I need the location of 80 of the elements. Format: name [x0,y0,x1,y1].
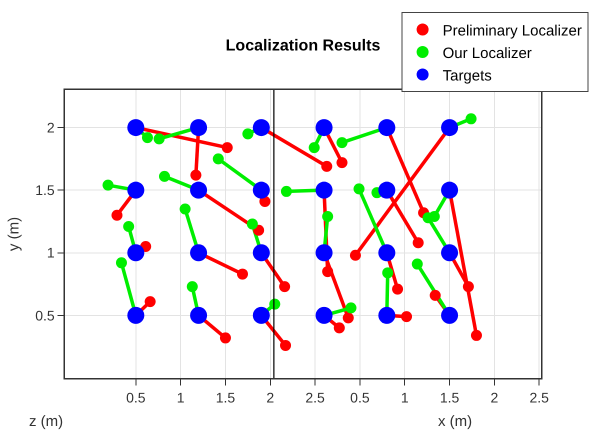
point [378,244,396,262]
point [102,180,114,191]
legend-label: Preliminary Localizer [442,22,582,40]
point [441,244,458,262]
point [401,311,412,322]
point [350,250,361,261]
point [378,119,396,136]
point [180,203,191,214]
point [127,244,144,262]
point [342,312,354,324]
y-tick-label: 1 [46,244,55,261]
point [123,220,134,232]
point [142,132,153,144]
point [190,244,208,262]
point [354,183,365,194]
point [127,306,144,324]
point [236,268,248,280]
point [462,281,474,292]
point [252,244,270,262]
x-tick-label: 1.5 [216,389,236,406]
point [111,210,122,221]
point [412,258,423,270]
point [190,182,208,199]
point [154,133,165,144]
point [392,284,404,295]
point [280,186,292,197]
point [466,113,477,124]
x-tick-label: 2 [266,389,274,406]
point [127,182,144,199]
point [116,257,127,268]
point [322,266,334,278]
point [242,128,254,140]
point [316,244,333,262]
legend-label: Targets [442,67,492,84]
legend-label: Our Localizer [442,44,532,62]
point [280,340,292,351]
point [316,306,333,324]
point [144,296,156,308]
point [279,281,290,292]
point [382,267,394,278]
point [252,182,270,199]
point [441,119,458,136]
point [430,290,441,301]
point [321,160,332,172]
point [378,306,396,324]
point [334,322,345,334]
point [308,142,320,154]
point [220,332,231,344]
x-tick-label: 2.5 [305,389,326,406]
y-tick-label: 0.5 [35,307,55,324]
point [222,142,233,154]
x-tick-label: 0.5 [126,389,146,406]
point [336,157,348,168]
point [345,302,356,314]
y-axis-title: y (m) [6,216,23,252]
point [378,182,396,199]
point [246,218,258,230]
y-tick-label: 1.5 [35,182,55,198]
point [316,119,333,136]
chart-title: Localization Results [226,38,380,55]
point [212,153,224,164]
point [470,330,482,341]
point [159,170,170,182]
point [441,306,458,324]
point [190,306,208,324]
point [336,137,348,148]
x2-axis-title: x (m) [438,413,472,430]
point [316,182,333,199]
point [190,119,208,136]
point [190,170,202,181]
point [252,119,270,136]
point [412,237,424,248]
y-tick-label: 2 [46,119,55,136]
point [186,281,198,292]
x-axis-title: z (m) [29,413,64,430]
point [127,119,144,136]
point [252,306,270,324]
x-tick-label: 1 [176,389,185,406]
point [441,182,458,199]
point [322,210,334,222]
